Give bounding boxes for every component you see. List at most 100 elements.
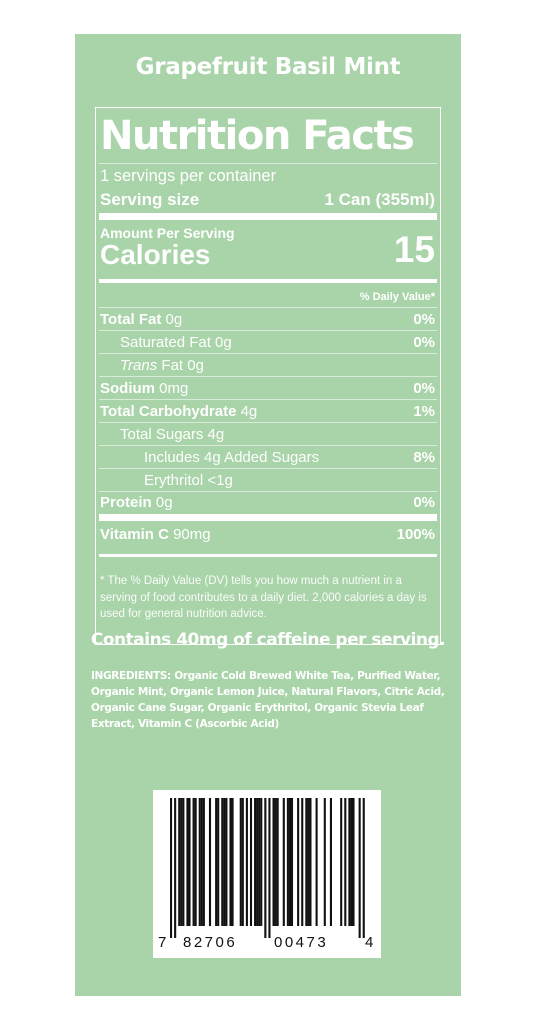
nutrition-facts-title: Nutrition Facts <box>100 113 415 159</box>
barcode-bar <box>301 798 304 926</box>
added-sugars-label: Includes 4g Added Sugars <box>144 449 320 466</box>
barcode-bar <box>249 798 253 926</box>
total-carb-amount: 4g <box>236 403 258 420</box>
erythritol-label: Erythritol <1g <box>144 472 233 489</box>
sodium-amount: 0mg <box>155 380 189 397</box>
barcode-bar <box>340 798 343 926</box>
medium-divider <box>99 279 437 283</box>
barcode-bar <box>276 798 279 926</box>
total-fat-label: Total Fat <box>100 311 162 328</box>
total-fat-amount: 0g <box>161 311 183 328</box>
serving-size-label: Serving size <box>100 190 200 209</box>
added-sugars-dv: 8% <box>413 449 435 466</box>
trans-fat-row: Trans Fat 0g <box>120 357 204 374</box>
protein-dv: 0% <box>413 494 435 511</box>
calories-label: Calories <box>100 239 211 270</box>
ingredients-label: INGREDIENTS: <box>91 670 171 682</box>
protein-row: Protein 0g <box>100 494 173 511</box>
barcode-bar <box>297 798 300 926</box>
barcode-bar <box>260 798 263 926</box>
divider <box>99 445 437 446</box>
barcode-bar <box>241 798 244 926</box>
protein-label: Protein <box>100 494 152 511</box>
barcode-digit-system: 7 <box>158 934 167 951</box>
barcode-bar <box>344 798 347 926</box>
barcode-digits-right: 00473 <box>274 934 329 951</box>
barcode-bar <box>290 798 294 926</box>
divider <box>99 353 437 354</box>
vitamin-c-amount: 90mg <box>168 526 211 543</box>
nutrition-facts-panel: Nutrition Facts 1 servings per container… <box>95 107 441 645</box>
calories-value: 15 <box>393 229 435 270</box>
barcode-digit-check: 4 <box>365 934 374 951</box>
divider <box>99 468 437 469</box>
barcode-bar <box>194 798 197 926</box>
total-carb-label: Total Carbohydrate <box>100 403 237 420</box>
barcode-bar <box>192 798 195 926</box>
divider <box>99 422 437 423</box>
total-carb-dv: 1% <box>413 403 435 420</box>
barcode-bar <box>188 798 191 926</box>
barcode-bar <box>217 798 220 926</box>
barcode-bar <box>350 798 353 926</box>
barcode-bars-icon <box>170 798 365 938</box>
total-fat-row: Total Fat 0g <box>100 311 182 328</box>
barcode-bar <box>272 798 275 926</box>
barcode-bar <box>352 798 355 926</box>
daily-value-header: % Daily Value* <box>359 291 435 303</box>
protein-amount: 0g <box>151 494 173 511</box>
servings-per-container: 1 servings per container <box>100 167 277 185</box>
divider <box>99 376 437 377</box>
barcode-bar <box>239 798 242 926</box>
divider <box>99 491 437 492</box>
barcode-bar <box>264 798 267 938</box>
divider <box>99 330 437 331</box>
barcode-bar <box>309 798 312 926</box>
sodium-dv: 0% <box>413 380 435 397</box>
divider <box>99 307 437 308</box>
barcode-bar <box>282 798 285 926</box>
caffeine-statement: Contains 40mg of caffeine per serving. <box>90 630 446 650</box>
barcode-bar <box>231 798 234 926</box>
medium-divider <box>99 554 437 557</box>
label-panel: Grapefruit Basil Mint Nutrition Facts 1 … <box>75 34 461 996</box>
sodium-label: Sodium <box>100 380 155 397</box>
barcode-bar <box>178 798 181 926</box>
ingredients-text: Organic Cold Brewed White Tea, Purified … <box>91 670 445 730</box>
total-fat-dv: 0% <box>413 311 435 328</box>
divider <box>99 163 437 164</box>
sodium-row: Sodium 0mg <box>100 380 188 397</box>
barcode-bar <box>229 798 232 926</box>
barcode-bar <box>307 798 310 926</box>
barcode-bar <box>202 798 205 926</box>
barcode-bar <box>274 798 277 926</box>
barcode-bar <box>223 798 226 926</box>
barcode-digits-left: 82706 <box>183 934 238 951</box>
vitamin-c-dv: 100% <box>396 526 435 543</box>
ingredients-list: INGREDIENTS: Organic Cold Brewed White T… <box>91 668 451 732</box>
daily-value-footnote: * The % Daily Value (DV) tells you how m… <box>100 575 427 620</box>
barcode-bar <box>225 798 228 926</box>
thick-divider <box>99 213 437 220</box>
thick-divider <box>99 514 437 521</box>
barcode-bar <box>200 798 203 926</box>
barcode: 7 82706 00473 4 <box>153 790 381 958</box>
barcode-bar <box>286 798 289 926</box>
barcode-bar <box>268 798 271 938</box>
serving-size-value: 1 Can (355ml) <box>324 190 435 209</box>
trans-fat-label: Trans <box>120 357 158 374</box>
total-sugars-label: Total Sugars 4g <box>120 426 225 443</box>
barcode-bar <box>208 798 212 926</box>
barcode-bar <box>358 798 361 938</box>
barcode-bar <box>198 798 201 926</box>
total-carb-row: Total Carbohydrate 4g <box>100 403 257 420</box>
barcode-bar <box>182 798 185 926</box>
saturated-fat-dv: 0% <box>413 334 435 351</box>
barcode-bar <box>256 798 259 926</box>
barcode-bar <box>215 798 218 926</box>
divider <box>99 399 437 400</box>
barcode-bar <box>221 798 224 926</box>
barcode-bar <box>288 798 291 926</box>
barcode-bar <box>245 798 248 926</box>
barcode-bar <box>180 798 183 926</box>
